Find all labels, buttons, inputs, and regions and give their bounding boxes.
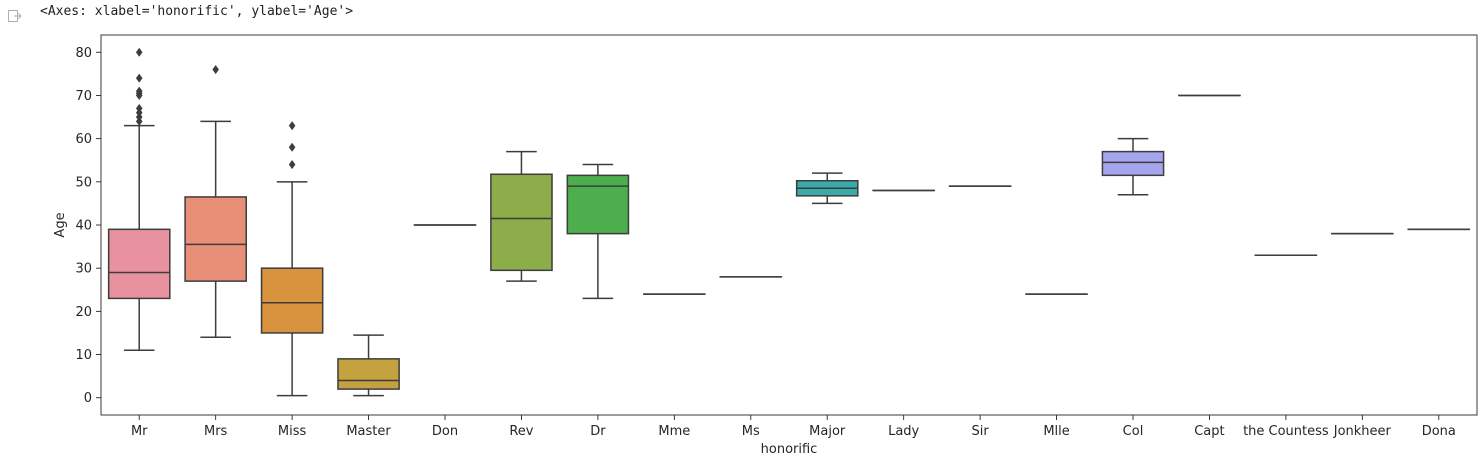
- box: [490, 173, 553, 272]
- outlier-point: [135, 73, 143, 83]
- box-group-dr: [566, 163, 630, 300]
- x-tick-label: Major: [809, 424, 846, 439]
- x-tick-label: Lady: [888, 424, 919, 439]
- box: [566, 174, 630, 235]
- x-tick-label: Miss: [278, 424, 307, 439]
- x-tick-label: Dona: [1422, 424, 1456, 439]
- y-tick-label: 70: [75, 89, 92, 104]
- outlier-point: [135, 103, 143, 114]
- box-group-rev: [490, 150, 553, 282]
- outlier-point: [288, 121, 296, 131]
- y-tick-label: 30: [75, 262, 92, 277]
- outlier-point: [288, 142, 296, 152]
- outlier-point: [212, 64, 219, 75]
- x-tick-label: the Countess: [1243, 424, 1329, 439]
- x-tick-label: Don: [432, 424, 458, 439]
- y-tick-label: 20: [75, 305, 92, 320]
- box: [1101, 150, 1165, 177]
- box-group-mrs: [184, 64, 247, 339]
- y-tick-label: 80: [75, 46, 92, 61]
- x-tick-label: Master: [346, 424, 391, 439]
- box-group-col: [1101, 137, 1165, 196]
- x-tick-label: Jonkheer: [1333, 424, 1392, 439]
- x-axis-label: honorific: [761, 442, 818, 457]
- box: [184, 196, 247, 282]
- x-tick-label: Mrs: [204, 424, 228, 439]
- x-tick-label: Mme: [658, 424, 690, 439]
- y-tick-label: 40: [75, 219, 92, 234]
- plot-area: [107, 47, 1471, 397]
- x-tick-label: Rev: [509, 424, 533, 439]
- y-axis-label: Age: [53, 212, 68, 237]
- box: [107, 228, 171, 300]
- y-tick-label: 10: [75, 348, 92, 363]
- outlier-point: [135, 86, 143, 96]
- outlier-point: [135, 47, 143, 57]
- y-tick-label: 60: [75, 132, 92, 147]
- box-group-mr: [107, 47, 171, 351]
- x-tick-label: Sir: [972, 424, 990, 439]
- x-tick-label: Mr: [131, 424, 148, 439]
- outlier-point: [288, 159, 296, 170]
- x-tick-label: Dr: [590, 424, 606, 439]
- box-group-master: [337, 334, 400, 397]
- axis-ticks: Mr Mrs Miss Master Don Rev Dr Mme Ms Major Lady Sir…: [75, 46, 1455, 439]
- x-tick-label: Mlle: [1043, 424, 1069, 439]
- box: [337, 358, 400, 390]
- box: [260, 267, 324, 334]
- axes-frame: [100, 34, 1478, 416]
- output-redirect-icon[interactable]: [7, 8, 23, 24]
- cell-output-text: <Axes: xlabel='honorific', ylabel='Age'>: [40, 4, 354, 19]
- x-tick-label: Col: [1123, 424, 1144, 439]
- y-tick-label: 50: [75, 175, 92, 190]
- box-group-miss: [260, 121, 324, 397]
- x-tick-label: Capt: [1194, 424, 1224, 439]
- x-tick-label: Ms: [742, 424, 760, 439]
- y-tick-label: 0: [84, 391, 92, 406]
- box-group-major: [795, 172, 859, 205]
